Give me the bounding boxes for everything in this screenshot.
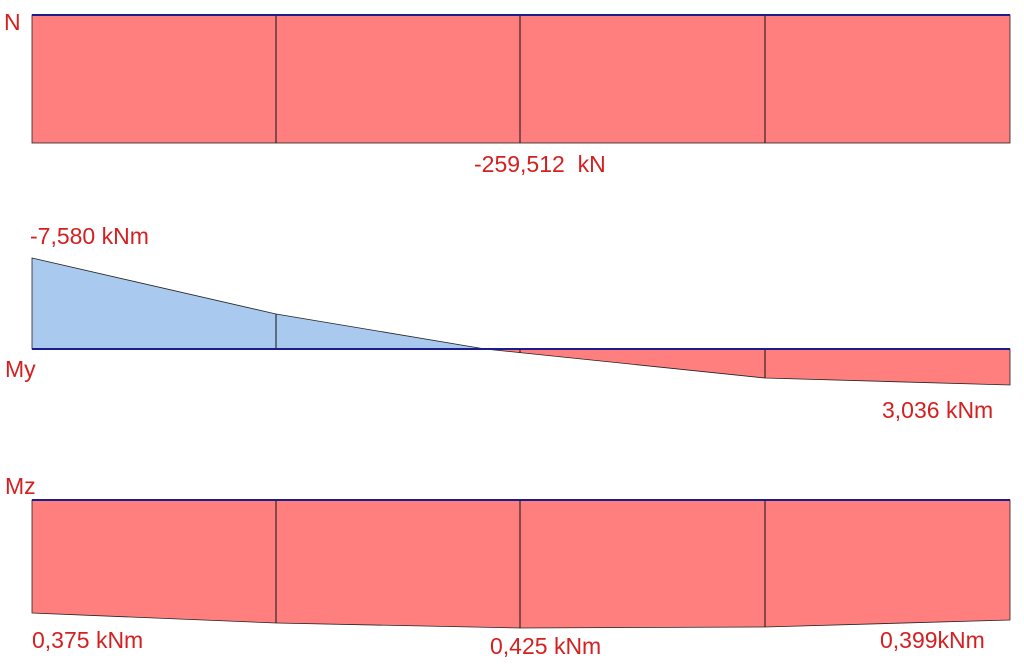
n-area <box>31 14 1011 144</box>
diagram-label: Mz <box>5 473 36 499</box>
normal-force-diagram: N -259,512 kN <box>4 9 1011 177</box>
value-label: -7,580 kNm <box>30 223 149 249</box>
value-label: 0,399kNm <box>880 627 985 653</box>
value-label: -259,512 kN <box>474 151 606 177</box>
moment-z-diagram: Mz 0,375 kNm 0,425 kNm 0,399kNm <box>5 473 1011 659</box>
value-label: 0,375 kNm <box>32 627 143 653</box>
moment-y-diagram: My -7,580 kNm 3,036 kNm <box>5 223 1011 423</box>
diagram-label: N <box>4 9 21 35</box>
diagram-label: My <box>5 356 36 382</box>
value-label: 3,036 kNm <box>882 397 993 423</box>
my-negative-area <box>31 257 486 350</box>
mz-area <box>31 499 1011 629</box>
value-label: 0,425 kNm <box>490 633 601 659</box>
my-positive-area <box>484 348 1011 386</box>
